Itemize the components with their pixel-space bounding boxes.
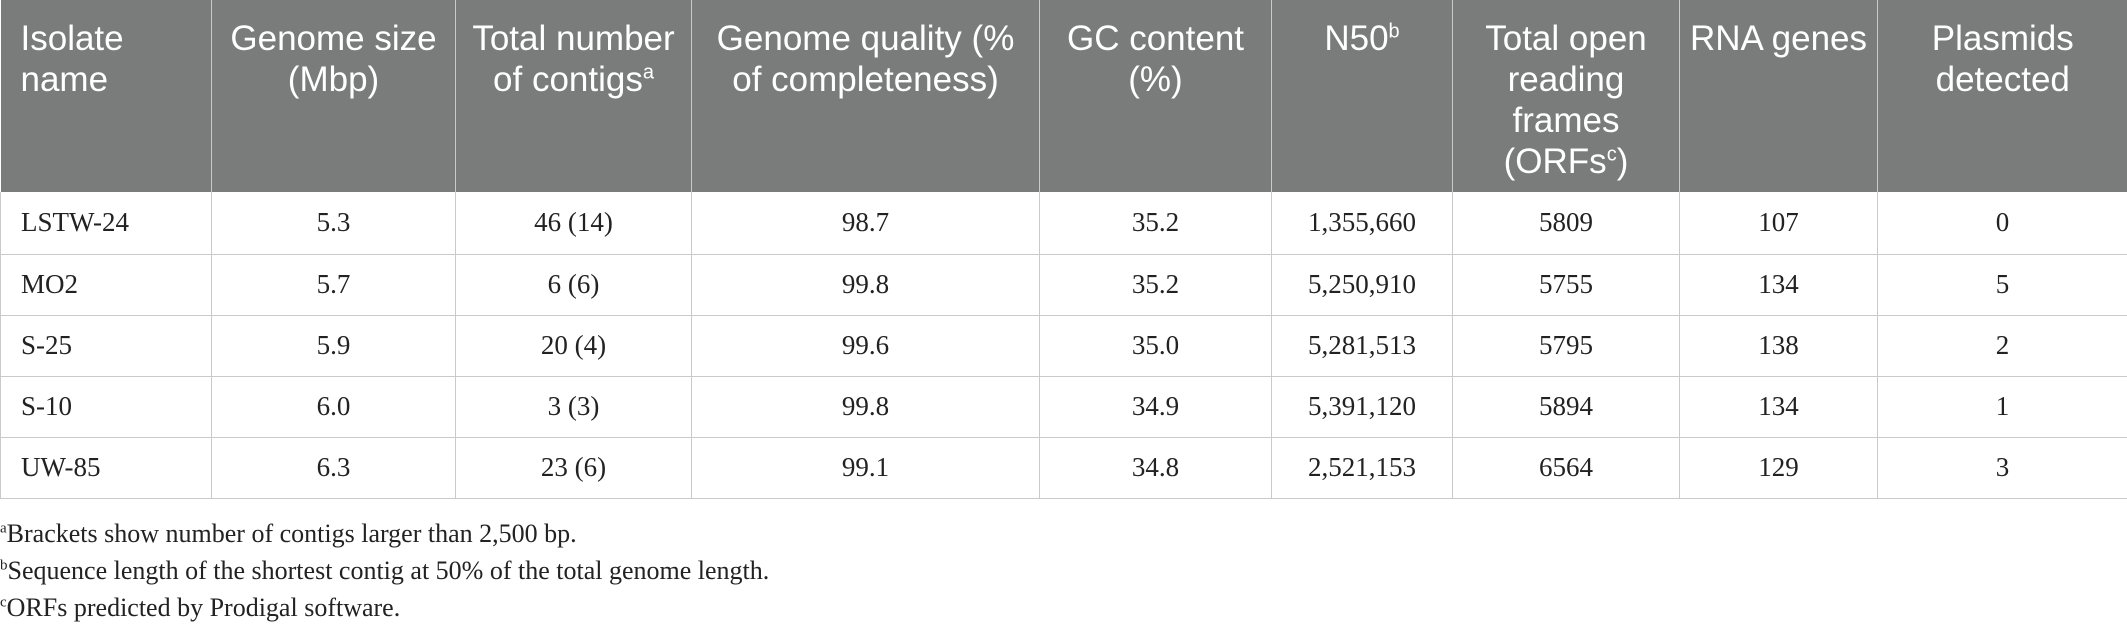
cell-gc-content: 35.0	[1039, 315, 1272, 377]
table-row: S-10 6.0 3 (3) 99.8 34.9 5,391,120 5894 …	[0, 376, 2127, 438]
cell-rna-genes: 138	[1679, 315, 1878, 377]
cell-plasmids: 0	[1877, 192, 2127, 255]
cell-plasmids: 1	[1877, 376, 2127, 438]
col-header-genome-quality: Genome quality (% of completeness)	[691, 0, 1040, 192]
cell-orfs: 5809	[1452, 192, 1680, 255]
cell-gc-content: 34.9	[1039, 376, 1272, 438]
cell-isolate-name: MO2	[0, 254, 212, 316]
genome-stats-table: Isolate name Genome size (Mbp) Total num…	[0, 0, 2127, 499]
col-header-orfs: Total open reading frames (ORFsc)	[1452, 0, 1680, 192]
cell-genome-quality: 99.8	[691, 254, 1040, 316]
cell-orfs: 5755	[1452, 254, 1680, 316]
col-header-genome-size: Genome size (Mbp)	[211, 0, 456, 192]
table-row: UW-85 6.3 23 (6) 99.1 34.8 2,521,153 656…	[0, 437, 2127, 499]
cell-total-contigs: 6 (6)	[455, 254, 692, 316]
cell-n50: 5,391,120	[1271, 376, 1453, 438]
cell-genome-size: 5.7	[211, 254, 456, 316]
cell-orfs: 5894	[1452, 376, 1680, 438]
cell-isolate-name: UW-85	[0, 437, 212, 499]
col-header-plasmids: Plasmids detected	[1877, 0, 2127, 192]
cell-n50: 1,355,660	[1271, 192, 1453, 255]
table-row: LSTW-24 5.3 46 (14) 98.7 35.2 1,355,660 …	[0, 192, 2127, 255]
cell-rna-genes: 107	[1679, 192, 1878, 255]
genome-table-container: Isolate name Genome size (Mbp) Total num…	[0, 0, 2127, 499]
cell-plasmids: 2	[1877, 315, 2127, 377]
cell-n50: 2,521,153	[1271, 437, 1453, 499]
cell-isolate-name: S-25	[0, 315, 212, 377]
col-header-total-contigs: Total number of contigsa	[455, 0, 692, 192]
cell-plasmids: 3	[1877, 437, 2127, 499]
cell-genome-size: 5.9	[211, 315, 456, 377]
cell-plasmids: 5	[1877, 254, 2127, 316]
col-header-gc-content: GC content (%)	[1039, 0, 1272, 192]
cell-genome-quality: 99.8	[691, 376, 1040, 438]
cell-total-contigs: 20 (4)	[455, 315, 692, 377]
cell-rna-genes: 134	[1679, 376, 1878, 438]
cell-orfs: 5795	[1452, 315, 1680, 377]
table-row: S-25 5.9 20 (4) 99.6 35.0 5,281,513 5795…	[0, 315, 2127, 377]
cell-total-contigs: 3 (3)	[455, 376, 692, 438]
header-row: Isolate name Genome size (Mbp) Total num…	[0, 0, 2127, 192]
cell-n50: 5,281,513	[1271, 315, 1453, 377]
cell-genome-quality: 99.1	[691, 437, 1040, 499]
cell-gc-content: 35.2	[1039, 192, 1272, 255]
cell-genome-size: 5.3	[211, 192, 456, 255]
cell-total-contigs: 23 (6)	[455, 437, 692, 499]
footnote-a: aBrackets show number of contigs larger …	[0, 519, 577, 548]
cell-rna-genes: 129	[1679, 437, 1878, 499]
col-header-n50: N50b	[1271, 0, 1453, 192]
footnote-b: bSequence length of the shortest contig …	[0, 556, 770, 585]
cell-total-contigs: 46 (14)	[455, 192, 692, 255]
table-footnotes: aBrackets show number of contigs larger …	[0, 515, 769, 626]
cell-isolate-name: S-10	[0, 376, 212, 438]
table-row: MO2 5.7 6 (6) 99.8 35.2 5,250,910 5755 1…	[0, 254, 2127, 316]
footnote-c: cORFs predicted by Prodigal software.	[0, 593, 401, 622]
cell-gc-content: 35.2	[1039, 254, 1272, 316]
cell-isolate-name: LSTW-24	[0, 192, 212, 255]
cell-orfs: 6564	[1452, 437, 1680, 499]
col-header-rna-genes: RNA genes	[1679, 0, 1878, 192]
cell-genome-quality: 98.7	[691, 192, 1040, 255]
col-header-isolate-name: Isolate name	[0, 0, 212, 192]
cell-genome-quality: 99.6	[691, 315, 1040, 377]
cell-genome-size: 6.0	[211, 376, 456, 438]
cell-n50: 5,250,910	[1271, 254, 1453, 316]
cell-gc-content: 34.8	[1039, 437, 1272, 499]
cell-genome-size: 6.3	[211, 437, 456, 499]
cell-rna-genes: 134	[1679, 254, 1878, 316]
